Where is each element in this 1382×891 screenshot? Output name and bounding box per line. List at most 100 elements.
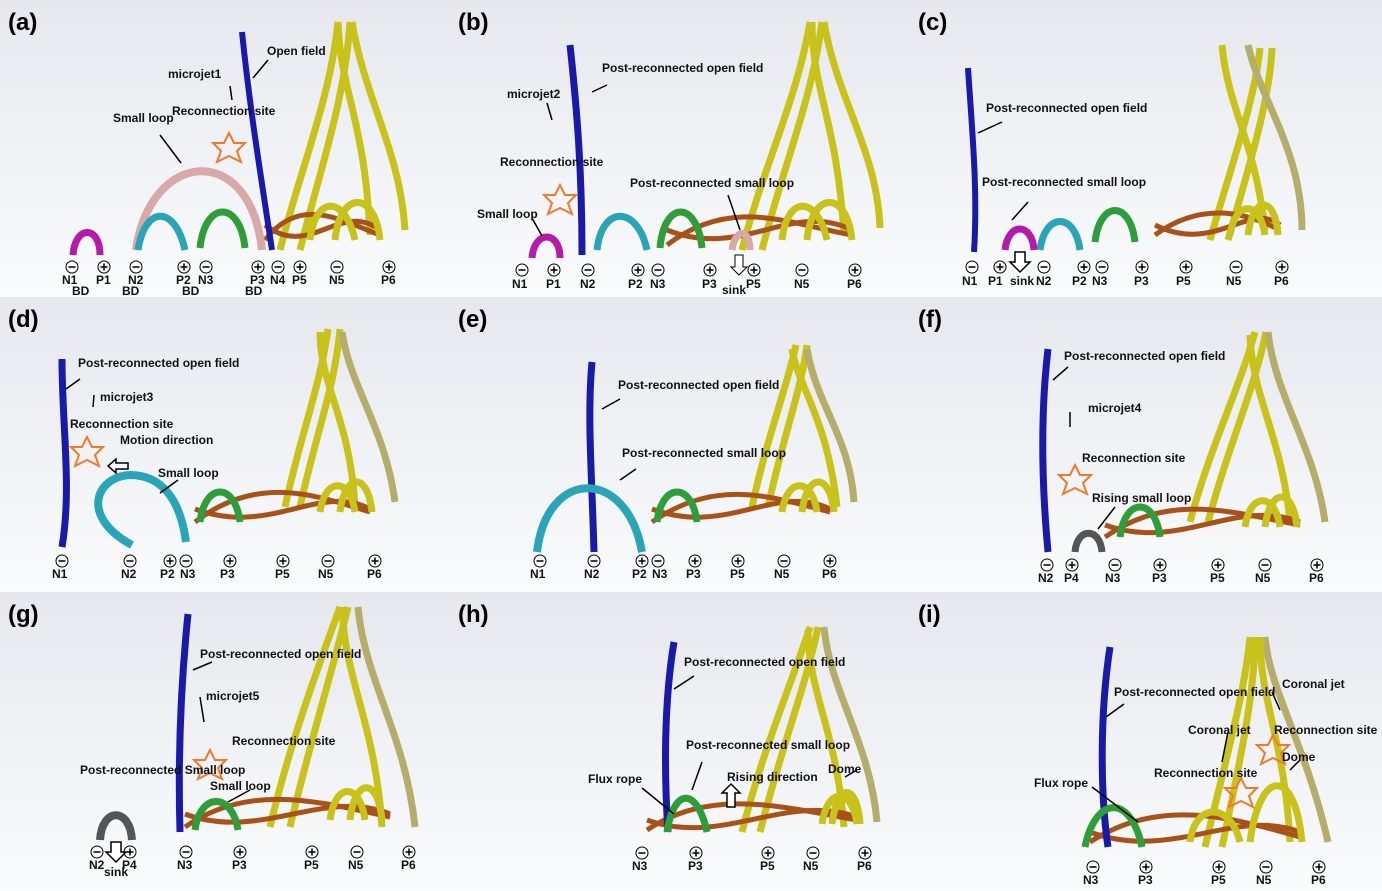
pointer-line xyxy=(531,217,543,237)
pointer-line xyxy=(192,661,213,671)
svg-text:N1: N1 xyxy=(962,274,978,288)
annotation-small-loop: Small loop xyxy=(158,466,219,480)
annotation-motion-direction: Motion direction xyxy=(120,433,213,447)
panel-a: (a) Open field microjet1 Reconnection si… xyxy=(0,0,452,297)
panel-c: (c) Post-reconnected open field Post-rec… xyxy=(910,0,1382,297)
reconnection-star-icon xyxy=(1056,462,1094,497)
pointer-line xyxy=(591,84,608,93)
svg-text:BD: BD xyxy=(182,284,200,297)
svg-text:N2: N2 xyxy=(121,567,137,581)
svg-text:P1: P1 xyxy=(546,277,561,291)
svg-text:P5: P5 xyxy=(1210,571,1225,585)
yellow-field-line xyxy=(296,328,344,508)
pointer-line xyxy=(1105,703,1125,718)
flux-rope xyxy=(263,218,382,239)
jet-arrow xyxy=(1271,691,1281,711)
pointer-line xyxy=(159,134,182,164)
post-reconnected-small-loop xyxy=(728,230,754,251)
annotation-reconnection-site: Reconnection site xyxy=(172,104,276,118)
annotation-sink: sink xyxy=(1010,274,1034,288)
panel-h: (h) Post-reconnected open field Post-rec… xyxy=(452,592,910,891)
yellow-field-line xyxy=(266,605,344,828)
yellow-loop xyxy=(331,199,384,241)
svg-text:N3: N3 xyxy=(652,567,668,581)
yellow-field-line xyxy=(348,21,409,231)
svg-text:P6: P6 xyxy=(822,567,837,581)
green-loop xyxy=(1081,804,1146,848)
olive-field-line xyxy=(820,626,881,823)
pointer-line xyxy=(1097,506,1116,530)
annotation-reconnection-site: Reconnection site xyxy=(1274,723,1378,737)
yellow-field-line xyxy=(1218,44,1269,231)
svg-text:P2: P2 xyxy=(628,277,643,291)
yellow-loop xyxy=(798,478,838,513)
flux-rope xyxy=(1103,506,1301,540)
svg-text:N3: N3 xyxy=(1092,274,1108,288)
pointer-line xyxy=(619,468,637,481)
svg-text:P2: P2 xyxy=(632,567,647,581)
yellow-field-line xyxy=(1246,334,1294,523)
svg-text:P4: P4 xyxy=(1064,571,1079,585)
open-field-line xyxy=(662,641,678,833)
footpoint-row: N1 P1 N2 P2 N3 P3 P5 N5 P6 xyxy=(962,260,1289,288)
annotation-dome: Dome xyxy=(1282,750,1316,764)
yellow-field-line xyxy=(316,331,359,508)
panel-label: (f) xyxy=(918,306,942,333)
jet-arrow xyxy=(199,696,205,723)
svg-text:P3: P3 xyxy=(1134,274,1149,288)
annotation-open-field: Post-reconnected open field xyxy=(1114,685,1275,699)
svg-text:N3: N3 xyxy=(632,859,648,873)
svg-text:N5: N5 xyxy=(348,858,364,872)
pointer-line xyxy=(691,761,703,791)
annotation-dome: Dome xyxy=(828,762,862,776)
annotation-post-small-loop: Post-reconnected small loop xyxy=(686,738,850,752)
green-loop xyxy=(656,208,706,249)
svg-text:N1: N1 xyxy=(52,567,68,581)
svg-text:P3: P3 xyxy=(1152,571,1167,585)
open-field-line xyxy=(58,358,70,548)
open-field-line xyxy=(566,44,586,256)
svg-text:P5: P5 xyxy=(1176,274,1191,288)
svg-text:P3: P3 xyxy=(686,567,701,581)
pointer-line xyxy=(1052,366,1069,381)
jet-arrow xyxy=(92,394,95,408)
annotation-flux-rope: Flux rope xyxy=(1034,776,1088,790)
svg-text:N1: N1 xyxy=(530,567,546,581)
green-loop xyxy=(196,488,244,523)
pointer-line xyxy=(977,121,1003,134)
pointer-line xyxy=(727,194,741,231)
annotation-open-field: Post-reconnected open field xyxy=(986,101,1147,115)
svg-text:N2: N2 xyxy=(580,277,596,291)
annotation-microjet: microjet4 xyxy=(1088,401,1142,415)
svg-text:P3: P3 xyxy=(220,567,235,581)
pointer-line xyxy=(601,398,621,410)
annotation-open-field: Open field xyxy=(267,44,326,58)
yellow-loop xyxy=(316,482,359,513)
annotation-microjet: microjet3 xyxy=(100,390,154,404)
flux-rope xyxy=(1088,812,1301,845)
panel-b: (b) microjet2 Post-reconnected open fiel… xyxy=(452,0,910,297)
yellow-field-line xyxy=(281,328,332,508)
yellow-loop xyxy=(1186,808,1244,843)
annotation-post-small-loop: Post-reconnected small loop xyxy=(982,175,1146,189)
svg-text:P3: P3 xyxy=(250,273,265,287)
olive-field-line xyxy=(338,331,399,503)
green-loop xyxy=(653,488,701,523)
panel-d: (d) Post-reconnected open field microjet… xyxy=(0,297,452,592)
reconnection-star-icon xyxy=(541,182,579,217)
svg-text:N5: N5 xyxy=(774,567,790,581)
footpoint-row: N1 N2 P2 N3 P3 P5 N5 P6 xyxy=(52,554,382,581)
olive-field-line xyxy=(354,606,419,828)
reconnection-star-icon xyxy=(1222,775,1260,810)
annotation-small-loop: Small loop xyxy=(210,779,271,793)
panel-label: (b) xyxy=(458,9,489,36)
annotation-reconnection-site: Reconnection site xyxy=(232,734,336,748)
footpoint-row: N2 P4 N3 P3 P5 N5 P6 xyxy=(89,845,416,872)
pointer-line xyxy=(1011,201,1029,221)
annotation-open-field: Post-reconnected open field xyxy=(78,356,239,370)
green-loop xyxy=(191,798,242,831)
open-field-line xyxy=(586,361,598,553)
svg-text:P5: P5 xyxy=(275,567,290,581)
panel-label: (c) xyxy=(918,9,947,36)
svg-text:P6: P6 xyxy=(1311,873,1326,887)
